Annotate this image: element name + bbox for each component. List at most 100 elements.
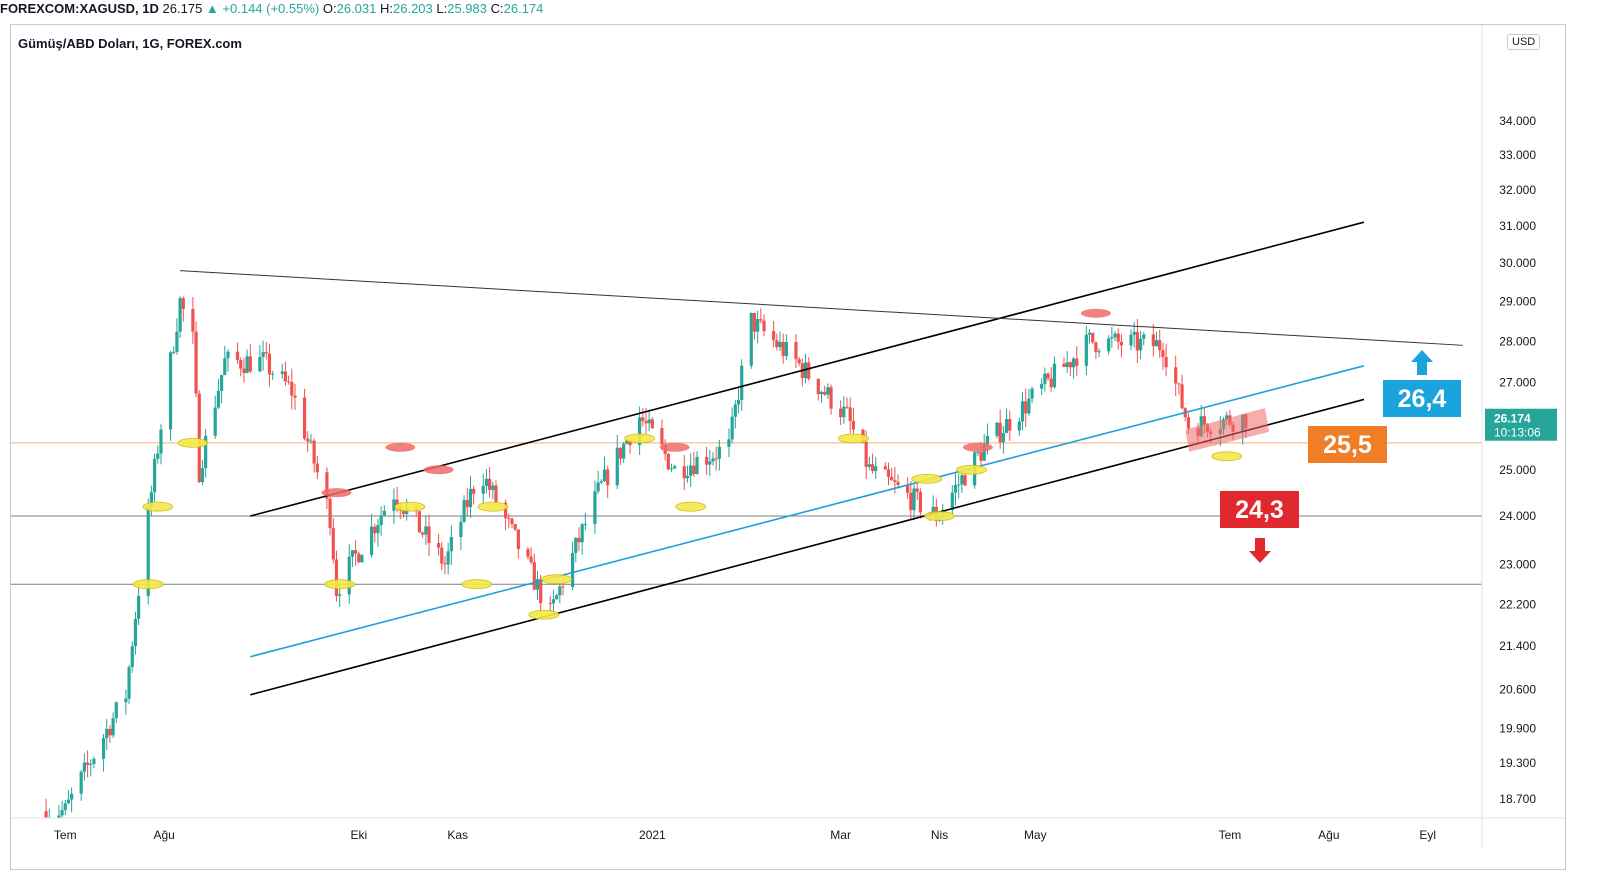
- candle-body: [1087, 332, 1092, 335]
- touch-marker-red: [659, 442, 690, 452]
- y-tick-label: 30.000: [1499, 256, 1536, 270]
- candle-body: [752, 313, 757, 332]
- candle-body: [315, 463, 319, 473]
- y-tick-label: 34.000: [1499, 114, 1536, 128]
- candle-body: [976, 452, 980, 454]
- candle-body: [92, 758, 96, 764]
- candle-body: [727, 439, 731, 447]
- candle-body: [555, 595, 559, 600]
- candle-body: [108, 728, 112, 736]
- candle-body: [1225, 415, 1229, 420]
- candle-body: [893, 480, 897, 483]
- candle-body: [1052, 363, 1057, 388]
- candle-body: [819, 391, 824, 395]
- candle-body: [618, 447, 623, 459]
- candle-body: [235, 351, 240, 361]
- price-change: ▲ +0.144 (+0.55%): [205, 1, 320, 16]
- touch-marker-yellow: [324, 579, 356, 590]
- candle-body: [807, 362, 811, 379]
- candle-body: [200, 468, 205, 483]
- arrow-down-icon: [1249, 538, 1271, 563]
- candle-body: [826, 387, 830, 395]
- candle-body: [245, 356, 249, 373]
- candle-body: [1107, 338, 1111, 352]
- chart-title: Gümüş/ABD Doları, 1G, FOREX.com: [18, 36, 242, 51]
- consolidation-box: [1185, 407, 1270, 452]
- candle-body: [204, 435, 208, 469]
- candle-body: [953, 484, 958, 493]
- candle-body: [995, 422, 999, 436]
- candle-body: [63, 803, 67, 811]
- candle-body: [759, 319, 763, 321]
- candle-body: [682, 466, 686, 479]
- candle-body: [1049, 378, 1053, 388]
- candle-body: [114, 702, 118, 719]
- candle-body: [401, 510, 406, 515]
- candle-body: [1151, 334, 1155, 347]
- candle-body: [839, 408, 843, 418]
- candle-body: [1119, 341, 1124, 346]
- candle-body: [306, 438, 310, 442]
- candle-body: [491, 485, 495, 490]
- low-label: L:: [436, 1, 448, 16]
- x-tick-label: Nis: [931, 828, 948, 842]
- candle-body: [1001, 433, 1005, 443]
- candle-body: [1040, 383, 1044, 389]
- candle-body: [596, 482, 600, 492]
- candle-body: [842, 406, 846, 418]
- candle-body: [350, 550, 355, 557]
- candle-body: [1065, 362, 1069, 367]
- candle-body: [468, 488, 473, 508]
- candle-body: [60, 810, 64, 816]
- candle-body: [772, 331, 776, 341]
- candle-body: [874, 466, 878, 472]
- candle-body: [283, 371, 288, 382]
- mid-channel-line: [250, 365, 1365, 658]
- x-tick-label: Tem: [54, 828, 77, 842]
- candle-body: [756, 319, 760, 332]
- touch-marker-yellow: [142, 501, 174, 512]
- candle-body: [216, 390, 221, 408]
- high-value: 26.203: [393, 1, 433, 16]
- candle-body: [829, 387, 833, 409]
- candle-body: [197, 393, 201, 483]
- candle-body: [175, 331, 179, 352]
- x-tick-label: Ağu: [1318, 828, 1339, 842]
- candle-body: [730, 416, 734, 440]
- candle-body: [778, 341, 782, 348]
- countdown-timer: 10:13:06: [1494, 426, 1541, 440]
- candle-body: [293, 395, 297, 398]
- candle-body: [85, 762, 90, 765]
- candle-body: [577, 537, 581, 543]
- candle-body: [127, 667, 131, 699]
- candle-body: [481, 485, 485, 494]
- candle-body: [1017, 421, 1021, 431]
- candle-body: [1158, 340, 1162, 351]
- annotation-down: 24,3: [1220, 491, 1299, 563]
- candle-body: [440, 547, 444, 564]
- candle-body: [1135, 331, 1139, 351]
- y-tick-label: 31.000: [1499, 219, 1536, 233]
- close-label: C:: [490, 1, 504, 16]
- candle-body: [510, 518, 514, 524]
- y-tick-label: 29.000: [1499, 294, 1536, 308]
- candle-body: [784, 342, 788, 357]
- upper-channel-line: [250, 221, 1365, 517]
- candle-body: [369, 526, 374, 556]
- candle-body: [48, 818, 51, 823]
- candle-body: [264, 352, 268, 354]
- candle-body: [1113, 333, 1117, 338]
- candle-body: [666, 453, 670, 470]
- symbol-name[interactable]: FOREXCOM:XAGUSD, 1D: [0, 1, 159, 16]
- candle-body: [558, 586, 562, 596]
- candle-body: [867, 464, 871, 467]
- annotation-box: [1220, 491, 1299, 528]
- y-tick-label: 28.000: [1499, 334, 1536, 348]
- x-tick-label: Eyl: [1419, 828, 1436, 842]
- candle-body: [886, 469, 891, 477]
- current-price-value: 26.174: [1494, 412, 1531, 426]
- candle-body: [395, 499, 399, 506]
- candle-body: [392, 499, 396, 511]
- currency-badge[interactable]: USD: [1507, 34, 1541, 50]
